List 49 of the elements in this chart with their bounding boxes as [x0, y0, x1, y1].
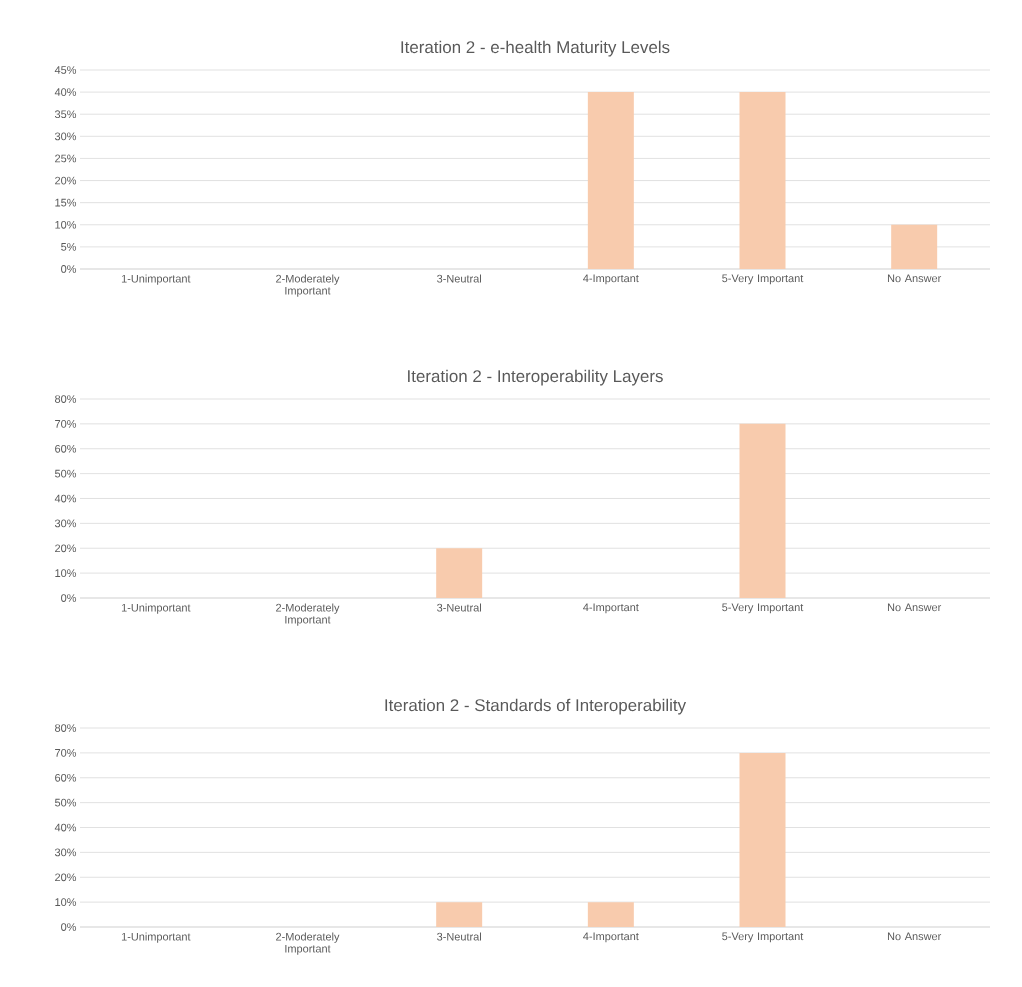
y-tick-label: 10% — [55, 220, 77, 229]
chart-title: Iteration 2 - e-health Maturity Levels — [401, 40, 670, 57]
x-tick-label: No Answer — [887, 603, 942, 612]
y-tick-label: 20% — [55, 544, 77, 553]
y-tick-label: 50% — [54, 798, 77, 807]
y-tick-label: 20% — [55, 873, 77, 882]
x-tick-label: 1-Unimportant — [121, 274, 191, 285]
x-tick-label: 2-Moderately Important — [276, 932, 340, 955]
x-tick-label: 3-Neutral — [437, 274, 481, 283]
y-tick-label: 10% — [55, 569, 77, 577]
chart-title: Iteration 2 - Interoperability Layers — [408, 369, 663, 386]
y-tick-label: 30% — [54, 132, 77, 141]
x-tick-label: 2-Moderately Important — [276, 274, 340, 297]
x-tick-label: 4-Important — [583, 932, 639, 943]
y-tick-label: 45% — [54, 66, 77, 74]
x-tick-label: 4-Important — [583, 603, 639, 614]
y-tick-label: 30% — [54, 848, 77, 857]
y-tick-label: 0% — [61, 265, 77, 273]
x-tick-label: 5-Very Important — [722, 274, 804, 285]
x-tick-label: 4-Important — [583, 274, 639, 285]
x-tick-label: 2-Moderately Important — [276, 603, 340, 626]
y-tick-label: 5% — [61, 243, 77, 251]
y-tick-label: 10% — [55, 898, 77, 907]
y-tick-label: 20% — [55, 176, 77, 185]
y-tick-label: 40% — [54, 494, 77, 503]
x-tick-label: 1-Unimportant — [121, 603, 191, 614]
y-tick-label: 35% — [54, 110, 77, 119]
y-tick-label: 80% — [55, 724, 77, 732]
x-tick-label: 5-Very Important — [722, 603, 804, 614]
x-tick-label: 3-Neutral — [437, 932, 481, 941]
y-tick-label: 40% — [54, 88, 77, 96]
x-tick-label: 5-Very Important — [722, 932, 804, 943]
x-tick-label: No Answer — [887, 932, 942, 941]
y-tick-label: 40% — [54, 823, 77, 832]
y-tick-label: 15% — [55, 198, 77, 207]
y-tick-label: 0% — [61, 923, 77, 931]
x-tick-label: 3-Neutral — [437, 603, 481, 612]
y-tick-label: 60% — [55, 444, 77, 453]
y-tick-label: 30% — [54, 519, 77, 528]
chart-title: Iteration 2 - Standards of Interoperability — [385, 698, 687, 715]
y-tick-label: 25% — [55, 154, 77, 163]
y-tick-label: 70% — [55, 749, 77, 757]
x-tick-label: No Answer — [887, 274, 942, 283]
x-tick-label: 1-Unimportant — [121, 932, 191, 943]
y-tick-label: 80% — [55, 395, 77, 403]
y-tick-label: 50% — [54, 469, 77, 478]
y-tick-label: 60% — [55, 773, 77, 782]
y-tick-label: 70% — [55, 420, 77, 428]
y-tick-label: 0% — [61, 594, 77, 602]
